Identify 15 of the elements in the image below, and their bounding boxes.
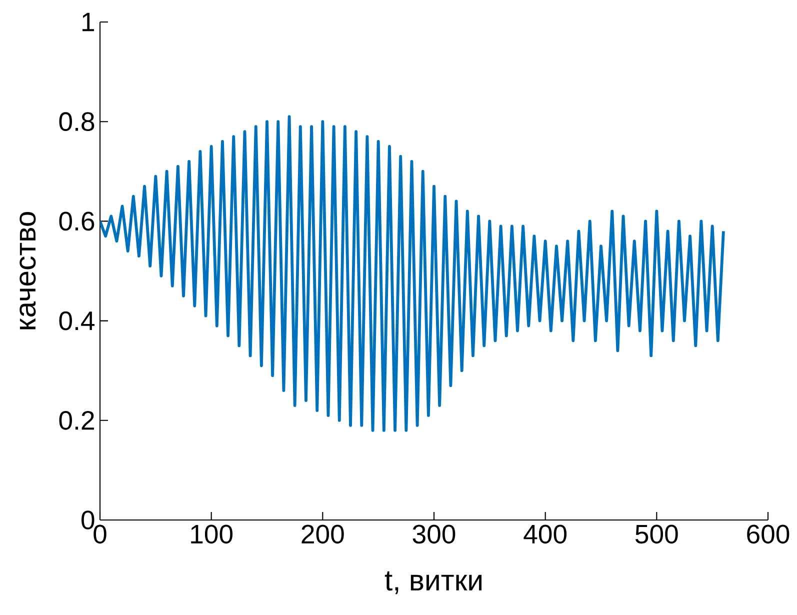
y-tick-label: 0	[82, 510, 94, 530]
x-tick-label: 100	[191, 524, 233, 544]
y-tick-label: 0.2	[59, 410, 94, 430]
line-series	[100, 115, 725, 432]
x-tick-label: 300	[412, 524, 456, 544]
x-tick-label: 200	[302, 524, 344, 544]
x-axis-title: t, витки	[384, 571, 482, 594]
y-tick-label: 1	[82, 12, 94, 32]
y-axis-title: качество	[20, 212, 36, 330]
x-tick-label: 500	[635, 524, 678, 544]
x-tick-label: 400	[524, 524, 567, 544]
y-tick-label: 0.8	[59, 112, 94, 132]
y-tick-label: 0.4	[59, 311, 95, 330]
x-tick-label: 600	[747, 524, 790, 544]
y-tick-label: 0.6	[59, 212, 94, 231]
